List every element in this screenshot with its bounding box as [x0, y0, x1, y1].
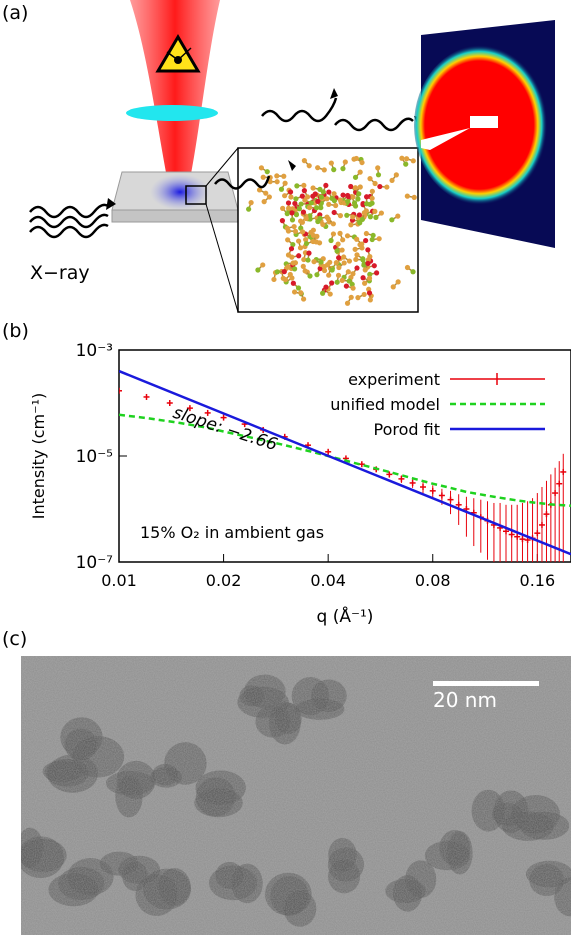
- xray-label: X−ray: [30, 262, 90, 284]
- incoming-xray-waves: [29, 203, 109, 239]
- panel-c-label: (c): [2, 628, 28, 650]
- y-tick-label: 10⁻³: [76, 341, 113, 361]
- saxs-intensity-chart: 10⁻⁷ 10⁻⁵ 10⁻³ 0.01 0.02 0.04 0.08 0.16 Intens…: [29, 341, 571, 627]
- saxs-detector: [414, 20, 555, 248]
- panel-b-label: (b): [2, 320, 29, 342]
- x-tick-label: 0.04: [310, 571, 346, 590]
- nanoparticle-aggregate: [246, 155, 417, 306]
- scattered-xray-waves: [214, 97, 414, 190]
- y-axis-label: Intensity (cm⁻¹): [29, 393, 48, 519]
- x-tick-label: 0.01: [101, 571, 137, 590]
- panel-a-label: (a): [2, 2, 29, 24]
- unified-model-line: [119, 413, 571, 508]
- zoom-region: [185, 185, 207, 205]
- x-tick-label: 0.08: [415, 571, 451, 590]
- tem-micrograph: 20 nm: [21, 656, 571, 935]
- lens: [126, 105, 218, 121]
- x-tick-label: 0.16: [520, 571, 556, 590]
- legend-label-experiment: experiment: [348, 370, 440, 389]
- scale-bar-label: 20 nm: [433, 688, 497, 712]
- legend: experiment unified model Porod fit: [330, 370, 545, 439]
- plot-frame: [118, 349, 571, 563]
- plasma-spot: [150, 174, 210, 210]
- gas-annotation: 15% O₂ in ambient gas: [140, 523, 324, 542]
- laser-beam: [130, 0, 220, 202]
- porod-fit-line: [119, 369, 571, 556]
- legend-label-unified-model: unified model: [330, 395, 440, 414]
- experiment-schematic: [29, 0, 555, 313]
- x-tick-label: 0.02: [206, 571, 242, 590]
- laser-warning-icon: [155, 34, 201, 73]
- legend-label-porod-fit: Porod fit: [374, 420, 440, 439]
- x-axis-label: q (Å⁻¹): [317, 605, 374, 627]
- y-tick-label: 10⁻⁵: [76, 447, 113, 467]
- y-tick-label: 10⁻⁷: [76, 553, 114, 573]
- scale-bar: [433, 681, 539, 686]
- zoom-inset: [237, 147, 419, 313]
